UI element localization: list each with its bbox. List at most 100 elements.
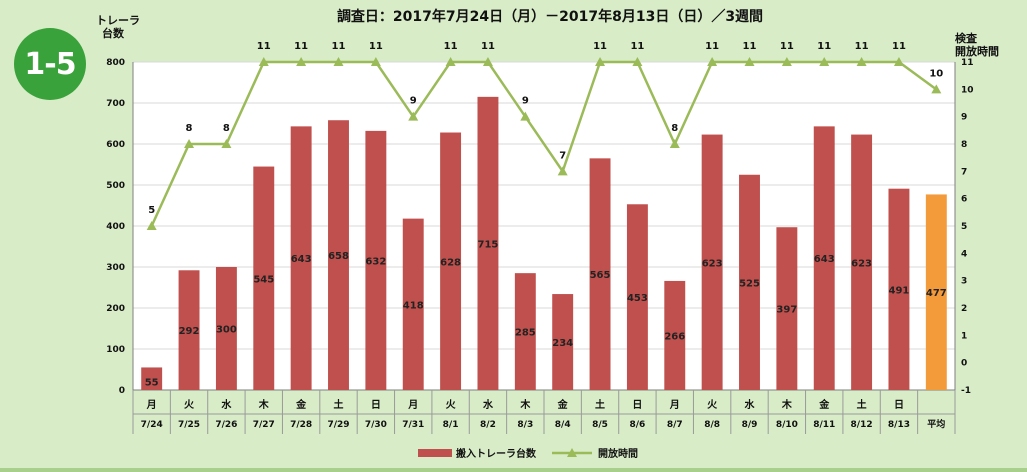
x-day-label: 水	[220, 398, 232, 411]
bar	[739, 174, 760, 390]
line-value-label: 9	[410, 96, 417, 107]
left-axis-tick-label: 300	[106, 263, 125, 273]
line-point-marker	[221, 139, 232, 148]
line-value-label: 5	[148, 205, 155, 216]
x-date-label: 7/30	[365, 420, 387, 430]
x-day-label: 金	[557, 398, 569, 411]
x-day-label: 木	[519, 398, 531, 411]
line-point-marker	[333, 57, 344, 66]
line-value-label: 9	[522, 96, 529, 107]
right-axis-tick-label: 1	[961, 331, 967, 341]
line-value-label: 11	[593, 41, 607, 52]
x-day-label: 木	[781, 398, 793, 411]
bar-value-label: 632	[365, 256, 386, 267]
line-point-marker	[557, 166, 568, 176]
bar	[328, 120, 349, 390]
right-axis-tick-label: 10	[961, 85, 974, 95]
bar-value-label: 292	[179, 326, 200, 337]
line-point-marker	[408, 111, 419, 121]
bar-value-label: 266	[664, 331, 685, 342]
bar	[851, 134, 873, 390]
line-point-marker	[520, 111, 531, 121]
x-date-label: 7/25	[178, 420, 200, 430]
x-day-label: 日	[894, 399, 904, 411]
legend-line-marker	[567, 448, 577, 457]
x-date-label: 8/13	[888, 420, 910, 430]
line-point-marker	[931, 84, 942, 94]
x-date-label: 8/5	[592, 420, 608, 430]
bar-value-label: 545	[253, 274, 274, 285]
bar-value-label: 565	[590, 270, 611, 281]
x-date-label: 平均	[927, 418, 945, 430]
legend-bar-label: 搬入トレーラ台数	[456, 447, 537, 460]
line-value-label: 8	[186, 123, 193, 134]
x-date-label: 7/29	[327, 420, 349, 430]
bar	[141, 367, 163, 390]
right-axis-title: 検査 開放時間	[955, 32, 999, 58]
x-day-label: 月	[146, 399, 157, 411]
line-series	[150, 60, 938, 227]
bar	[552, 294, 574, 390]
bar-value-label: 643	[814, 254, 835, 265]
line-value-label: 11	[294, 41, 308, 52]
right-axis-title-line2: 開放時間	[955, 45, 999, 58]
right-axis-tick-label: 8	[961, 140, 967, 150]
x-day-label: 月	[407, 399, 418, 411]
x-day-label: 土	[334, 398, 344, 411]
left-axis-tick-label: 500	[106, 181, 125, 191]
x-date-label: 8/1	[443, 420, 459, 430]
line-point-marker	[258, 57, 269, 66]
line-value-label: 11	[817, 41, 831, 52]
x-day-label: 日	[371, 399, 381, 411]
right-axis-tick-label: 7	[961, 167, 967, 177]
left-axis-tick-label: 400	[106, 222, 125, 232]
left-axis-title: トレーラ 台数	[96, 14, 140, 40]
line-point-marker	[445, 57, 456, 66]
x-date-label: 8/3	[517, 420, 533, 430]
line-point-marker	[146, 221, 157, 230]
x-day-label: 金	[295, 398, 307, 411]
right-axis-tick-label: -1	[961, 386, 971, 396]
line-point-marker	[184, 139, 195, 148]
bar-value-label: 477	[926, 288, 947, 299]
right-axis-tick-label: 6	[961, 195, 967, 205]
line-point-marker	[819, 57, 830, 66]
bar-value-label: 418	[403, 300, 424, 311]
bar	[813, 126, 835, 391]
x-date-label: 7/26	[215, 420, 237, 430]
line-value-label: 7	[559, 150, 566, 161]
line-point-marker	[781, 57, 792, 66]
line-point-marker	[296, 57, 307, 66]
right-axis-title-line1: 検査	[955, 32, 977, 45]
legend-line-label: 開放時間	[598, 447, 638, 460]
line-value-label: 11	[780, 41, 794, 52]
bar	[776, 227, 798, 390]
line-value-label: 11	[855, 41, 869, 52]
x-day-label: 木	[258, 398, 270, 411]
line-value-label: 8	[223, 123, 230, 134]
left-axis-tick-label: 700	[106, 99, 125, 109]
x-date-label: 8/2	[480, 420, 496, 430]
left-axis-tick-label: 200	[106, 304, 125, 314]
legend-bar-swatch	[418, 449, 452, 457]
bar-value-label: 453	[627, 293, 648, 304]
bar	[365, 130, 387, 390]
line-value-label: 11	[332, 41, 346, 52]
left-axis-title-line1: トレーラ	[96, 14, 140, 27]
x-date-label: 7/28	[290, 420, 312, 430]
bar	[215, 267, 237, 390]
x-date-label: 7/31	[402, 420, 424, 430]
bar	[253, 166, 275, 390]
left-axis-title-line2: 台数	[102, 27, 124, 40]
bar-value-label: 715	[478, 239, 499, 250]
x-date-label: 8/7	[667, 420, 683, 430]
x-date-label: 7/24	[141, 420, 163, 430]
bar	[290, 126, 312, 391]
bar-value-label: 623	[702, 258, 723, 269]
x-day-label: 火	[446, 399, 457, 411]
bar	[925, 194, 947, 390]
line-point-marker	[856, 57, 867, 66]
x-date-label: 8/4	[555, 420, 571, 430]
left-axis-tick-label: 600	[106, 140, 125, 150]
